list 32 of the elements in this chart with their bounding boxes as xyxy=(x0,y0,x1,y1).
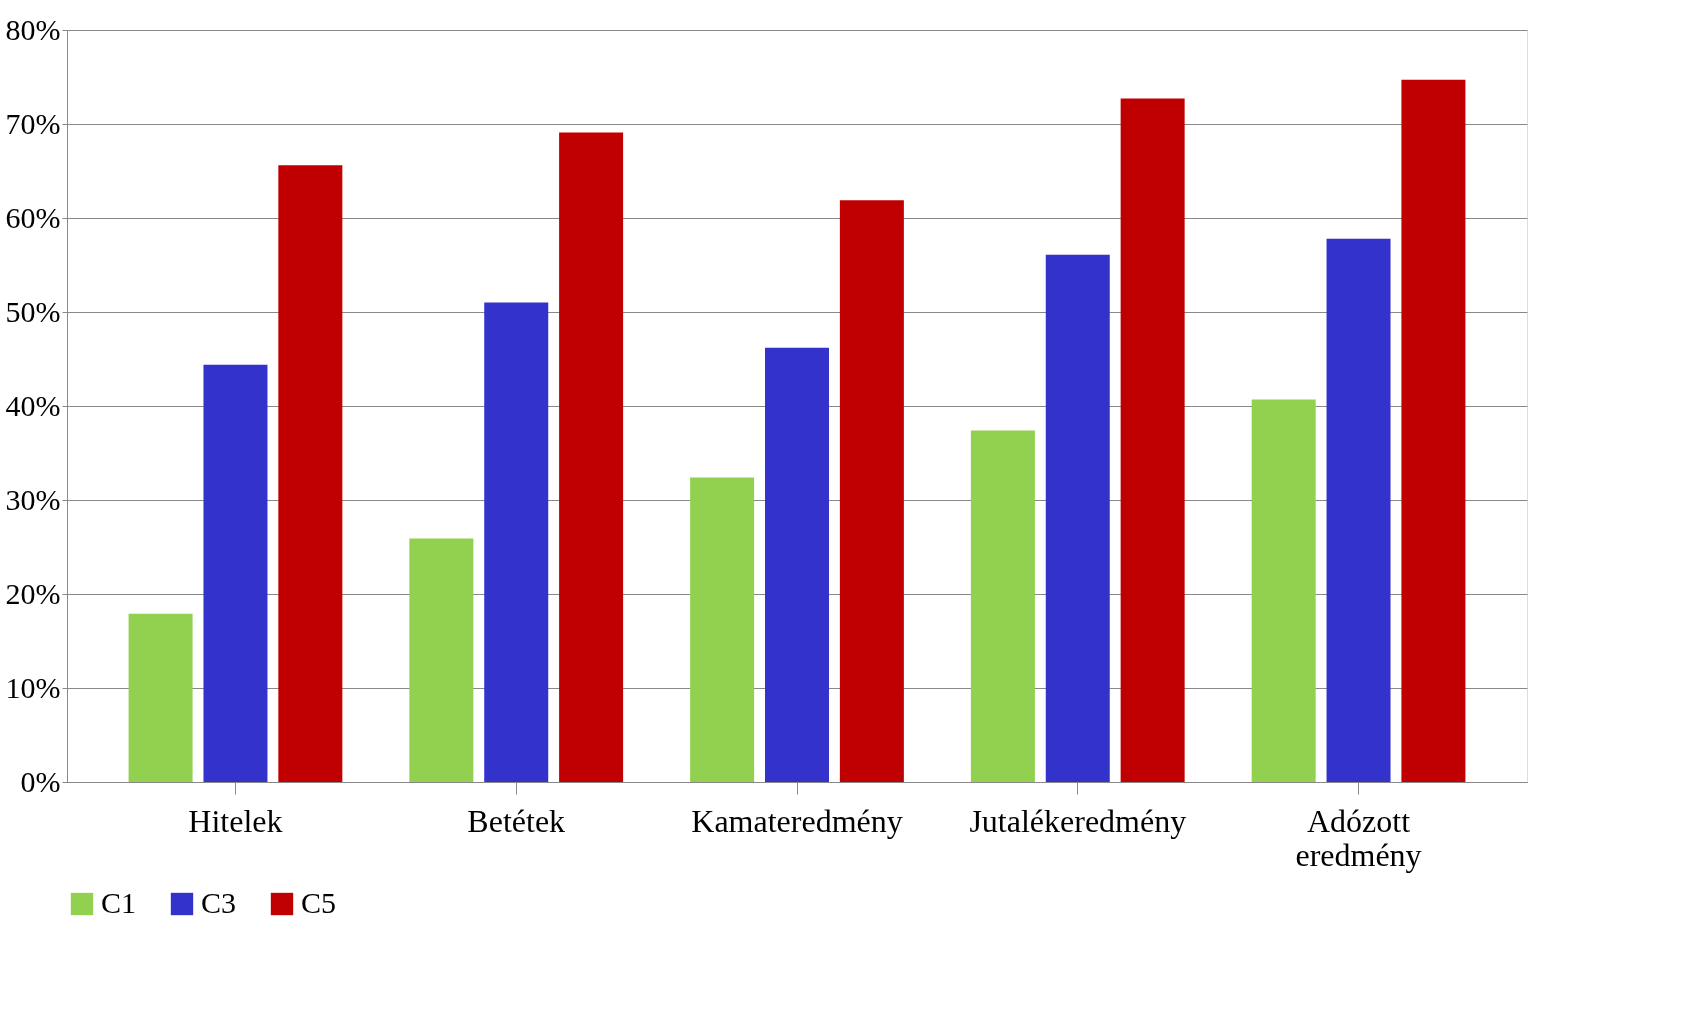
y-tick-label: 30% xyxy=(5,482,61,516)
x-tick-label: Hitelek xyxy=(188,802,283,839)
x-tick-label: Adózott eredmény xyxy=(1295,802,1422,873)
bar xyxy=(765,347,829,782)
bar xyxy=(1401,79,1466,782)
bar xyxy=(1045,254,1110,782)
x-tick-label: Betétek xyxy=(467,802,566,839)
bar xyxy=(203,364,268,782)
y-tick-label: 70% xyxy=(5,106,61,140)
bar xyxy=(1326,238,1391,782)
legend-label: C3 xyxy=(201,886,237,919)
bar xyxy=(278,165,343,782)
bar xyxy=(409,538,474,782)
bar xyxy=(970,430,1035,782)
y-tick-label: 50% xyxy=(5,294,61,328)
x-tick-label: Kamateredmény xyxy=(691,802,903,839)
y-tick-label: 0% xyxy=(20,764,61,798)
bar xyxy=(484,302,549,782)
x-tick-label: Jutalékeredmény xyxy=(969,802,1187,839)
legend-label: C5 xyxy=(301,886,337,919)
y-tick-label: 80% xyxy=(5,12,61,46)
bar xyxy=(559,132,624,782)
bar xyxy=(690,477,755,782)
y-tick-label: 20% xyxy=(5,576,61,610)
y-tick-label: 60% xyxy=(5,200,61,234)
legend-label: C1 xyxy=(101,886,137,919)
y-tick-label: 40% xyxy=(5,388,61,422)
bar xyxy=(128,613,193,782)
y-tick-label: 10% xyxy=(5,670,61,704)
bar xyxy=(1120,98,1185,782)
bar xyxy=(839,200,904,782)
bar xyxy=(1251,399,1316,782)
